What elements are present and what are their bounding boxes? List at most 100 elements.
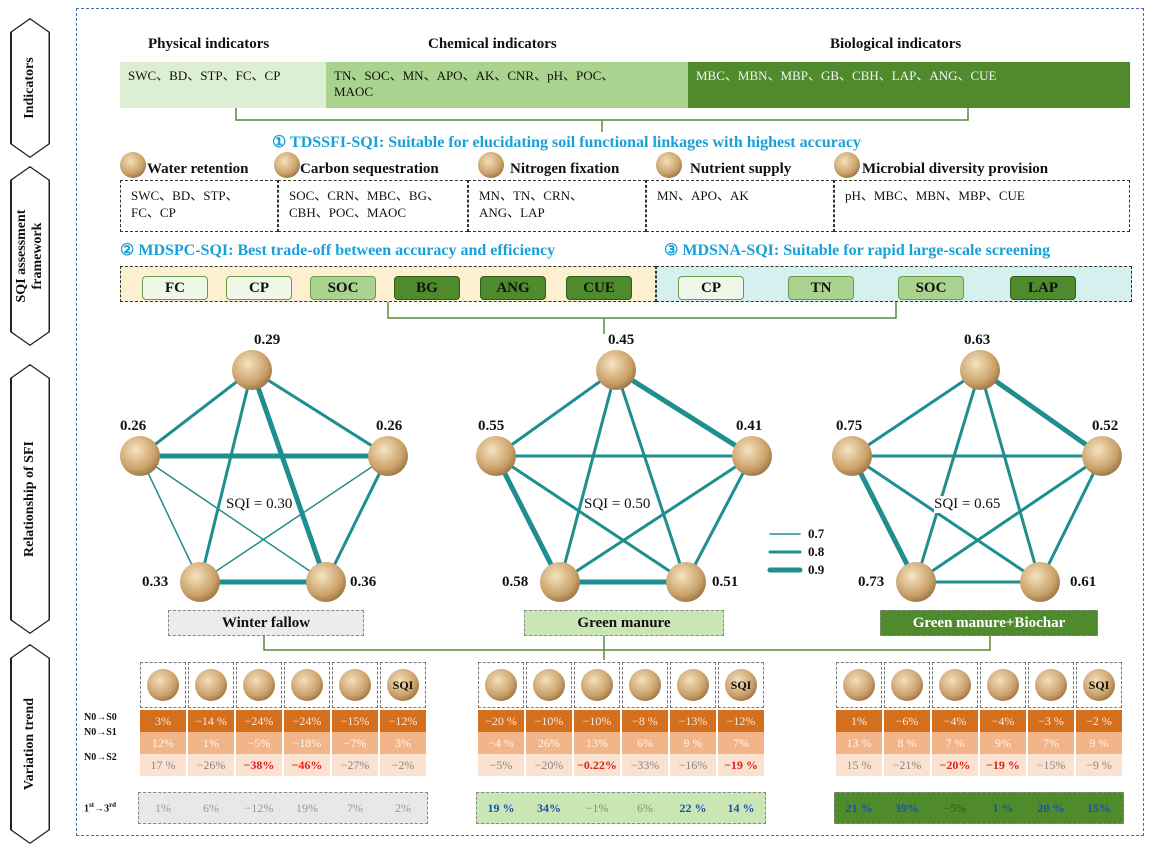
trend-2-row-4-cell-1: 19 % <box>487 801 515 815</box>
side-label-indicators: Indicators <box>10 18 50 158</box>
trend-3-icon-cell-1 <box>836 662 882 708</box>
function-indicators-microbial: pH、MBC、MBN、MBP、CUE <box>834 180 1130 232</box>
water-drop-icon <box>485 669 517 701</box>
npk-nutrient-icon <box>987 669 1019 701</box>
nitrogen-granules-icon <box>243 669 275 701</box>
n2-bl-value: 0.58 <box>502 574 529 590</box>
trend-3-row-4-cell-5: 20 % <box>1037 801 1065 815</box>
mdspc-pill-soc: SOC <box>310 276 376 300</box>
edge-legend <box>767 533 803 573</box>
n2-sqi: SQI = 0.50 <box>584 496 651 513</box>
trend-2-row-1-cell-2: −10% <box>526 710 572 732</box>
trend-3-row-2-cell-1: 13 % <box>836 732 882 754</box>
npk-nutrient-icon <box>291 669 323 701</box>
trend-1-icon-cell-5 <box>332 662 378 708</box>
trend-1-row-2-cell-4: −18% <box>284 732 330 754</box>
trend-3-icon-cell-6: SQI <box>1076 662 1122 708</box>
biological-indicator-box: MBC、MBN、MBP、GB、CBH、LAP、ANG、CUE <box>688 62 1130 108</box>
mdsna-pill-soc: SOC <box>898 276 964 300</box>
n1-right-value: 0.26 <box>376 418 403 434</box>
side-label-variation: Variation trend <box>10 644 50 844</box>
trend-1-row-3-cell-1: 17 % <box>140 754 186 776</box>
sqi-icon: SQI <box>387 669 419 701</box>
fi-nitrogen-line2: ANG、LAP <box>479 205 545 220</box>
function-microbial-diversity: Microbial diversity provision <box>862 161 1049 177</box>
trend-1-row-1-cell-3: −24% <box>236 710 282 732</box>
trend-1-icon-cell-2 <box>188 662 234 708</box>
network-2-edges <box>493 367 755 585</box>
network-1-edges <box>137 367 391 585</box>
function-row: Water retention Carbon sequestration Nit… <box>120 152 1130 180</box>
trend-3-row-3-cell-3: −20% <box>932 754 978 776</box>
row-label-1st-3rd: 1st→3rd <box>84 801 116 814</box>
trend-2-row-1-cell-3: −10% <box>574 710 620 732</box>
n1-sqi: SQI = 0.30 <box>226 496 293 513</box>
trend-3-icon-cell-3 <box>932 662 978 708</box>
row4-sup2: rd <box>109 801 117 809</box>
n3-carbon-node <box>1082 436 1122 476</box>
n1-title: Winter fallow <box>168 610 364 636</box>
trend-2-row-1-cell-5: −13% <box>670 710 716 732</box>
trend-2-row-1-cell-4: −8 % <box>622 710 668 732</box>
trend-1-row-4-cell-1: 1% <box>155 801 171 815</box>
trend-1-row-4-cell-3: −12% <box>244 801 274 815</box>
trend-2-icon-cell-2 <box>526 662 572 708</box>
trend-1-row-3-cell-4: −46% <box>284 754 330 776</box>
trend-2-icon-cell-5 <box>670 662 716 708</box>
n3-nitrogen-node <box>1020 562 1060 602</box>
trend-2-row-2-cell-4: 6% <box>622 732 668 754</box>
trend-3-icon-cell-5 <box>1028 662 1074 708</box>
trend-2-icon-cell-4 <box>622 662 668 708</box>
trend-3-row-2-cell-2: 8 % <box>884 732 930 754</box>
trend-2-row-4-cell-2: 34% <box>537 801 561 815</box>
legend-label-08: 0.8 <box>808 544 825 559</box>
trend-2-row-2-cell-3: 13% <box>574 732 620 754</box>
title-brace <box>263 636 991 651</box>
function-indicators-water: SWC、BD、STP、 FC、CP <box>120 180 278 232</box>
trend-1-icon-cell-1 <box>140 662 186 708</box>
function-carbon-sequestration: Carbon sequestration <box>300 161 439 177</box>
trend-1-row-4-cell-2: 6% <box>203 801 219 815</box>
trend-3-row-2-cell-5: 7% <box>1028 732 1074 754</box>
row4-arrow: →3 <box>94 803 110 815</box>
trend-1-row-1-cell-6: −12% <box>380 710 426 732</box>
legend-label-07: 0.7 <box>808 526 825 541</box>
trend-3-row-2-cell-6: 9 % <box>1076 732 1122 754</box>
mds-brace <box>387 302 897 319</box>
trend-1-row-4-box <box>138 792 428 824</box>
trend-3-row-1-cell-4: −4% <box>980 710 1026 732</box>
n1-nitrogen-node <box>306 562 346 602</box>
carbon-particles-icon <box>533 669 565 701</box>
n2-title: Green manure <box>524 610 724 636</box>
n1-carbon-node <box>368 436 408 476</box>
trend-2-row-1-cell-1: −20 % <box>478 710 524 732</box>
tdssfi-label: ① TDSSFI-SQI: Suitable for elucidating s… <box>272 134 861 151</box>
trend-2-row-1-cell-6: −12% <box>718 710 764 732</box>
trend-1-icon-cell-4 <box>284 662 330 708</box>
trend-3-row-1-cell-1: 1% <box>836 710 882 732</box>
mdspc-pill-fc: FC <box>142 276 208 300</box>
mdsna-label: ③ MDSNA-SQI: Suitable for rapid large-sc… <box>664 242 1051 259</box>
water-drop-icon <box>120 152 146 178</box>
microbe-icon <box>1035 669 1067 701</box>
trend-3-row-3-cell-2: −21% <box>884 754 930 776</box>
chemical-items-line2: MAOC <box>334 84 374 99</box>
trend-3-row-1-cell-2: −6% <box>884 710 930 732</box>
trend-2-icon-cell-6: SQI <box>718 662 764 708</box>
trend-2-row-3-cell-5: −16% <box>670 754 716 776</box>
trend-2-row-4-cell-4: 6% <box>637 801 653 815</box>
carbon-particles-icon <box>195 669 227 701</box>
carbon-particles-icon <box>891 669 923 701</box>
n3-nutrient-node <box>896 562 936 602</box>
trend-2-icon-cell-3 <box>574 662 620 708</box>
trend-3-row-3-cell-6: −9 % <box>1076 754 1122 776</box>
trend-1-row-4-cell-6: 2% <box>395 801 411 815</box>
trend-1-row-1-cell-2: −14 % <box>188 710 234 732</box>
chemical-indicator-box: TN、SOC、MN、APO、AK、CNR、pH、POC、 MAOC <box>326 62 688 108</box>
n1-left-value: 0.26 <box>120 418 147 434</box>
network-3-edges <box>849 367 1105 585</box>
n3-title: Green manure+Biochar <box>880 610 1098 636</box>
n3-microbe-node <box>960 350 1000 390</box>
